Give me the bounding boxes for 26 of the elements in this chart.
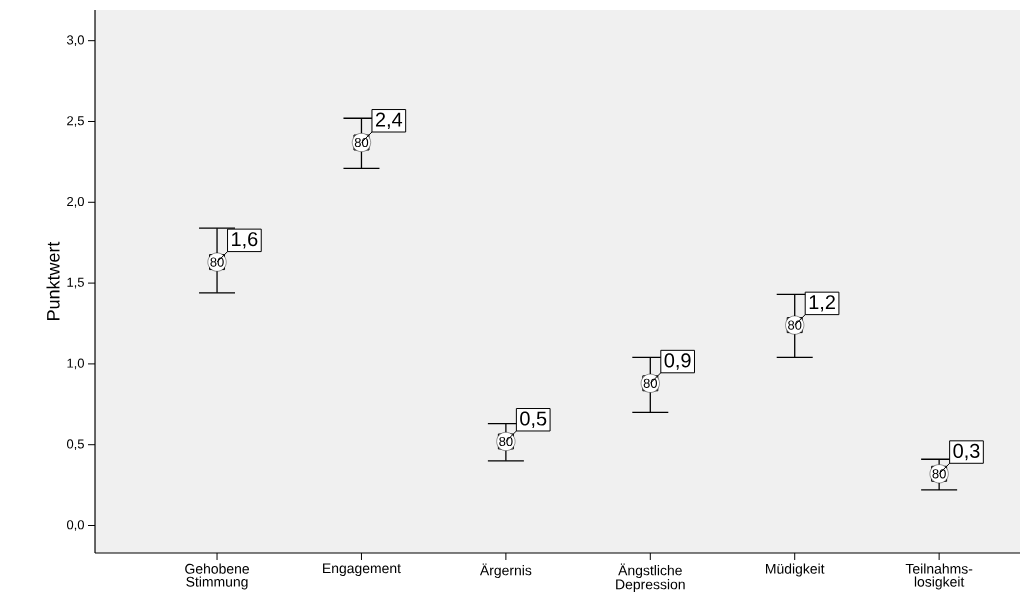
data-label: 0,3 (953, 443, 980, 461)
annotation: 80 (354, 137, 369, 148)
y-tick-label: 2,0 (67, 196, 84, 208)
annotation: 80 (643, 378, 657, 388)
x-tick-label: Müdigkeit (766, 563, 825, 577)
y-axis-title: Punktwert (46, 241, 60, 320)
x-tick-label: Engagement (323, 563, 401, 576)
y-tick-label: 1,0 (67, 358, 84, 370)
data-label: 2,4 (375, 112, 403, 129)
annotation: 80 (499, 436, 513, 447)
annotation: 80 (932, 469, 946, 479)
x-tick-label: Teilnahms-losigkeit (905, 563, 973, 590)
x-tick-label: Ärgernis (479, 563, 532, 579)
x-tick-label: Ängstliche Depression (616, 563, 685, 593)
x-tick-label: Gehobene Stimmung (185, 563, 249, 590)
annotation: 80 (788, 320, 802, 330)
y-tick-label: 1,5 (67, 277, 84, 289)
annotation: 80 (210, 257, 224, 267)
data-label: 0,5 (520, 411, 547, 428)
y-tick-label: 0,5 (66, 439, 84, 451)
y-tick-label: 3,0 (66, 35, 84, 47)
data-label: 0,9 (664, 353, 691, 370)
data-label: 1,2 (809, 295, 835, 312)
y-tick-label: 2,5 (67, 116, 84, 127)
data-label: 1,6 (232, 232, 258, 249)
y-tick-label: 0,0 (66, 520, 84, 531)
